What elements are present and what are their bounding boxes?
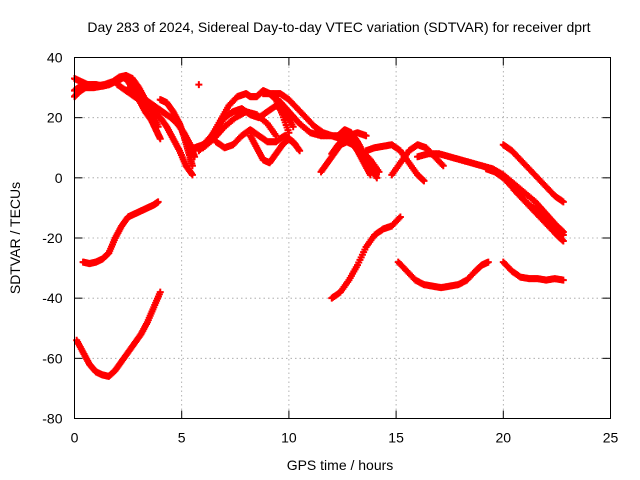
data-point (195, 81, 203, 89)
series-arc-11 (246, 132, 299, 167)
data-point (154, 123, 162, 131)
data-point (559, 237, 567, 245)
data-point (289, 123, 297, 131)
data-point (373, 174, 381, 182)
data-point (291, 141, 299, 149)
data-point (559, 276, 567, 284)
data-point (438, 161, 446, 169)
y-tick-label: -80 (42, 411, 62, 427)
series-arc-17 (362, 141, 428, 185)
x-tick-label: 25 (603, 430, 619, 446)
x-tick-label: 5 (178, 430, 186, 446)
data-point (188, 171, 196, 179)
data-point (296, 147, 304, 155)
series-arc-24 (73, 288, 164, 380)
data-point (272, 132, 280, 140)
y-tick-label: 40 (47, 50, 63, 66)
series-outlier (195, 81, 203, 89)
data-point (420, 177, 428, 185)
series-arc-27 (499, 258, 567, 284)
data-point (362, 132, 370, 140)
grid (74, 57, 611, 419)
data-point (118, 75, 126, 83)
y-tick-label: 0 (55, 170, 63, 186)
data-point (156, 135, 164, 143)
data-point (396, 213, 404, 221)
series-arc-25 (328, 213, 404, 302)
data-point (439, 162, 447, 170)
series-arc-21 (499, 141, 567, 206)
data-point (484, 258, 492, 266)
data-point (559, 198, 567, 206)
x-tick-label: 20 (496, 430, 512, 446)
x-axis-label: GPS time / hours (287, 457, 394, 473)
y-tick-label: -40 (42, 290, 62, 306)
y-axis-label: SDTVAR / TECUs (7, 182, 23, 294)
x-tick-label: 10 (281, 430, 297, 446)
y-tick-label: -60 (42, 350, 62, 366)
data-point (154, 198, 162, 206)
series-arc-22 (510, 186, 567, 245)
data-point (188, 162, 196, 170)
series-arc-18 (388, 141, 447, 179)
series-arc-6 (156, 96, 196, 170)
series-arc-26 (394, 258, 492, 292)
data-point (156, 288, 164, 296)
x-tick-label: 0 (71, 430, 79, 446)
chart-title: Day 283 of 2024, Sidereal Day-to-day VTE… (87, 19, 590, 35)
axis-ticks: 0 5 10 15 20 25 -80 -60 -40 -20 0 20 40 (42, 50, 618, 446)
y-tick-label: 20 (47, 110, 63, 126)
series-arc-23 (79, 198, 162, 268)
data-point (395, 214, 403, 222)
x-tick-label: 15 (388, 430, 404, 446)
data-points (71, 72, 567, 380)
y-tick-label: -20 (42, 230, 62, 246)
